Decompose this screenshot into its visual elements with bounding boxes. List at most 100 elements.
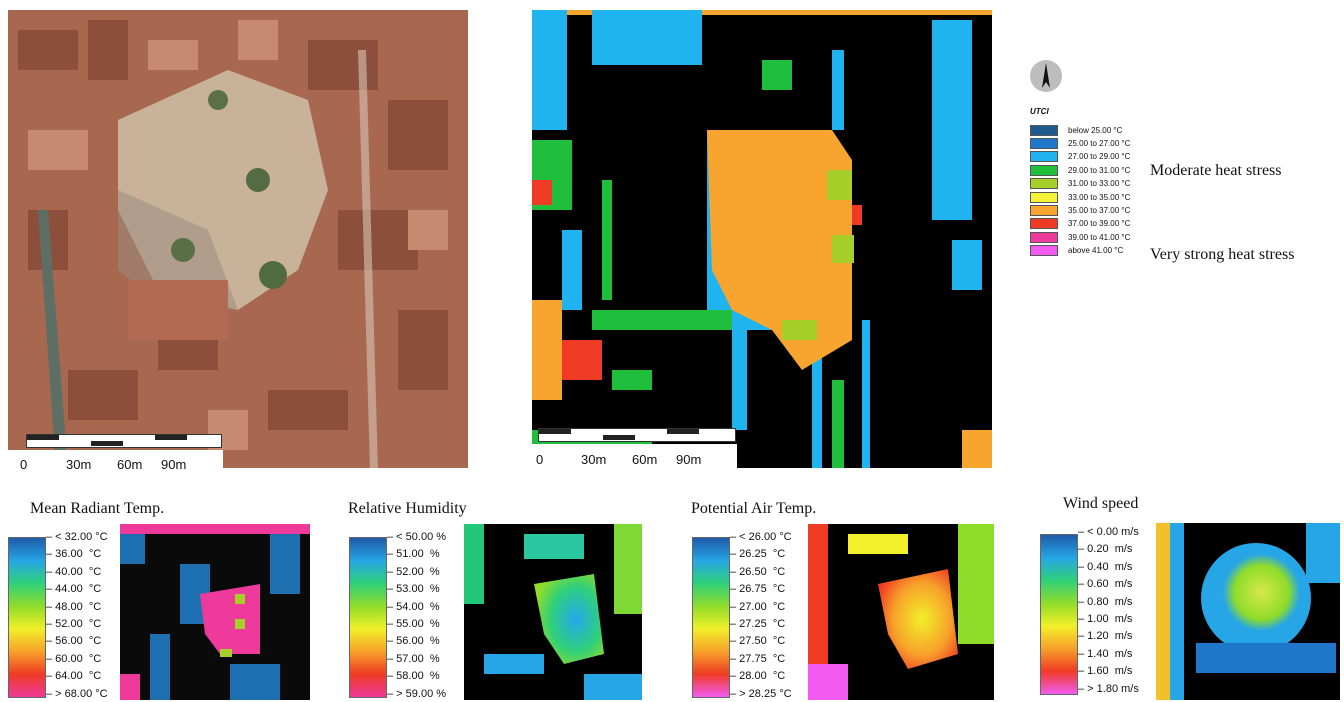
colorbar <box>1040 534 1078 695</box>
colorbar-tick-label: – 58.00 % <box>387 670 440 683</box>
moderate-heat-stress-label: Moderate heat stress <box>1150 162 1282 179</box>
legend-swatch <box>1030 124 1058 136</box>
colorbar-tick-label: – 48.00 °C <box>46 600 102 613</box>
colorbar-tick-label: – 27.75 °C <box>730 652 786 665</box>
utci-legend-entry: 39.00 to 41.00 °C <box>1030 231 1130 243</box>
utci-legend-entry: 27.00 to 29.00 °C <box>1030 151 1130 163</box>
utci-legend-entry: below 25.00 °C <box>1030 124 1122 136</box>
colorbar-tick-label: – 54.00 % <box>387 600 440 613</box>
colorbar-tick-label: – 53.00 % <box>387 583 440 596</box>
colorbar-tick-label: – 52.00 % <box>387 565 440 578</box>
colorbar-tick-label: – 36.00 °C <box>46 548 102 561</box>
colorbar-tick-label: – 27.00 °C <box>730 600 786 613</box>
legend-label: 39.00 to 41.00 °C <box>1068 232 1131 242</box>
colorbar-tick-label: – 26.75 °C <box>730 583 786 596</box>
colorbar-tick-label: – 57.00 % <box>387 652 440 665</box>
colorbar-tick-label: – < 0.00 m/s <box>1078 526 1139 538</box>
scale-label: 30m <box>581 452 607 467</box>
utci-legend-entry: 25.00 to 27.00 °C <box>1030 137 1130 149</box>
colorbar-tick-label: – > 59.00 % <box>387 687 447 700</box>
legend-swatch <box>1030 245 1058 257</box>
aerial-photo <box>8 10 468 468</box>
legend-swatch <box>1030 191 1058 203</box>
colorbar-tick-label: – 26.25 °C <box>730 548 786 561</box>
legend-swatch <box>1030 204 1058 216</box>
colorbar-tick-label: – < 26.00 °C <box>730 531 792 543</box>
colorbar-tick-label: – 44.00 °C <box>46 583 102 596</box>
legend-label: 33.00 to 35.00 °C <box>1068 192 1131 202</box>
colorbar-tick-label: – 40.00 °C <box>46 565 102 578</box>
colorbar <box>8 537 46 698</box>
legend-label: 31.00 to 33.00 °C <box>1068 179 1131 189</box>
colorbar-tick-label: – 0.20 m/s <box>1078 543 1133 556</box>
utci-legend: below 25.00 °C 25.00 to 27.00 °C 27.00 to … <box>1030 124 1190 266</box>
colorbar-tick-label: – 56.00 % <box>387 635 440 648</box>
aerial-photo-map <box>8 10 468 468</box>
utci-legend-title: UTCI <box>1030 107 1049 116</box>
colorbar <box>349 537 387 698</box>
legend-swatch <box>1030 231 1058 243</box>
wind-map <box>1156 523 1340 700</box>
map-title: Potential Air Temp. <box>691 500 817 517</box>
colorbar-tick-label: – 0.80 m/s <box>1078 595 1133 608</box>
colorbar-tick-label: – > 28.25 °C <box>730 687 792 700</box>
north-arrow-icon <box>1030 60 1062 92</box>
colorbar-tick-label: – 27.25 °C <box>730 618 786 630</box>
humidity-map <box>464 524 642 700</box>
colorbar-tick-label: – 0.40 m/s <box>1078 560 1133 573</box>
colorbar-tick-label: – 52.00 °C <box>46 618 102 630</box>
colorbar-tick-label: – 27.50 °C <box>730 635 786 648</box>
utci-legend-entry: 35.00 to 37.00 °C <box>1030 204 1130 216</box>
scale-label: 90m <box>676 452 702 467</box>
colorbar-tick-label: – 64.00 °C <box>46 670 102 683</box>
colorbar-tick-label: – 55.00 % <box>387 618 440 630</box>
scale-bar <box>26 434 222 448</box>
colorbar-tick-label: – 56.00 °C <box>46 635 102 648</box>
colorbar-tick-label: – 1.40 m/s <box>1078 647 1133 660</box>
colorbar-tick-label: – 28.00 °C <box>730 670 786 683</box>
colorbar-tick-label: – < 50.00 % <box>387 531 447 543</box>
map-title: Wind speed <box>1063 495 1139 512</box>
utci-legend-entry: 33.00 to 35.00 °C <box>1030 191 1130 203</box>
legend-label: 25.00 to 27.00 °C <box>1068 138 1131 148</box>
air-temp-map <box>808 524 994 700</box>
scale-label: 60m <box>632 452 658 467</box>
legend-label: 27.00 to 29.00 °C <box>1068 152 1131 162</box>
mrt-map <box>120 524 310 700</box>
colorbar-tick-label: – 60.00 °C <box>46 652 102 665</box>
colorbar <box>692 537 730 698</box>
map-title: Relative Humidity <box>348 500 467 517</box>
colorbar-tick-label: – 1.20 m/s <box>1078 630 1133 643</box>
legend-swatch <box>1030 218 1058 230</box>
scale-bar <box>538 428 736 442</box>
colorbar-tick-label: – < 32.00 °C <box>46 531 108 543</box>
utci-map <box>532 10 992 468</box>
scale-label: 60m <box>117 457 143 472</box>
utci-raster <box>532 10 992 468</box>
colorbar-tick-label: – 26.50 °C <box>730 565 786 578</box>
utci-legend-entry: 31.00 to 33.00 °C <box>1030 178 1130 190</box>
map-title: Mean Radiant Temp. <box>30 500 165 517</box>
very-strong-heat-stress-label: Very strong heat stress <box>1150 246 1295 263</box>
scale-label: 30m <box>66 457 92 472</box>
colorbar-tick-label: – 1.60 m/s <box>1078 665 1133 678</box>
colorbar-tick-label: – > 68.00 °C <box>46 687 108 700</box>
legend-swatch <box>1030 164 1058 176</box>
legend-label: above 41.00 °C <box>1068 246 1124 256</box>
legend-label: below 25.00 °C <box>1068 125 1123 135</box>
utci-legend-entry: above 41.00 °C <box>1030 245 1123 257</box>
scale-label: 90m <box>161 457 187 472</box>
colorbar-tick-label: – > 1.80 m/s <box>1078 682 1139 695</box>
utci-legend-entry: 29.00 to 31.00 °C <box>1030 164 1130 176</box>
colorbar-tick-label: – 1.00 m/s <box>1078 613 1133 625</box>
legend-swatch <box>1030 137 1058 149</box>
utci-legend-entry: 37.00 to 39.00 °C <box>1030 218 1130 230</box>
legend-label: 29.00 to 31.00 °C <box>1068 165 1131 175</box>
legend-swatch <box>1030 151 1058 163</box>
scale-label: 0 <box>20 457 28 472</box>
legend-label: 37.00 to 39.00 °C <box>1068 219 1131 229</box>
colorbar-tick-label: – 51.00 % <box>387 548 440 561</box>
legend-swatch <box>1030 178 1058 190</box>
colorbar-tick-label: – 0.60 m/s <box>1078 578 1133 591</box>
scale-label: 0 <box>536 452 544 467</box>
